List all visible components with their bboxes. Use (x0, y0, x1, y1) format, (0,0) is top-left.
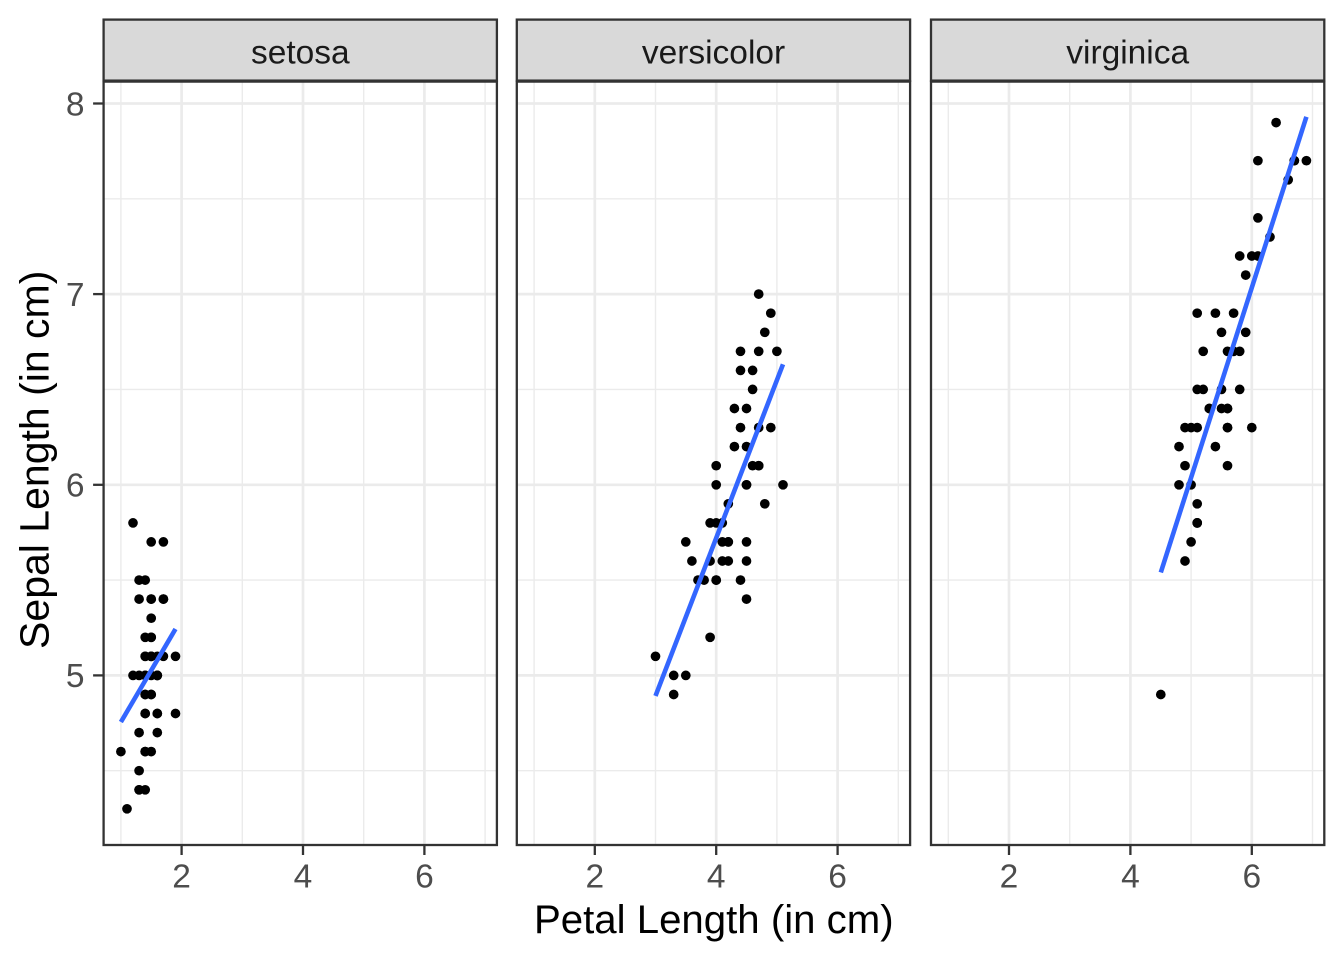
svg-text:7: 7 (66, 277, 85, 314)
svg-text:6: 6 (66, 468, 85, 505)
svg-text:2: 2 (172, 858, 191, 895)
svg-text:6: 6 (1242, 858, 1261, 895)
svg-text:Sepal Length (in cm): Sepal Length (in cm) (11, 271, 57, 649)
svg-text:2: 2 (1000, 858, 1019, 895)
svg-text:virginica: virginica (1066, 34, 1189, 71)
svg-text:8: 8 (66, 86, 85, 123)
svg-text:versicolor: versicolor (642, 34, 785, 71)
svg-text:4: 4 (294, 858, 313, 895)
svg-text:4: 4 (707, 858, 726, 895)
svg-text:2: 2 (585, 858, 604, 895)
svg-text:Petal Length (in cm): Petal Length (in cm) (534, 897, 894, 942)
svg-text:setosa: setosa (251, 34, 350, 71)
svg-text:5: 5 (66, 658, 85, 695)
svg-text:4: 4 (1121, 858, 1140, 895)
svg-text:6: 6 (415, 858, 434, 895)
svg-text:6: 6 (828, 858, 847, 895)
